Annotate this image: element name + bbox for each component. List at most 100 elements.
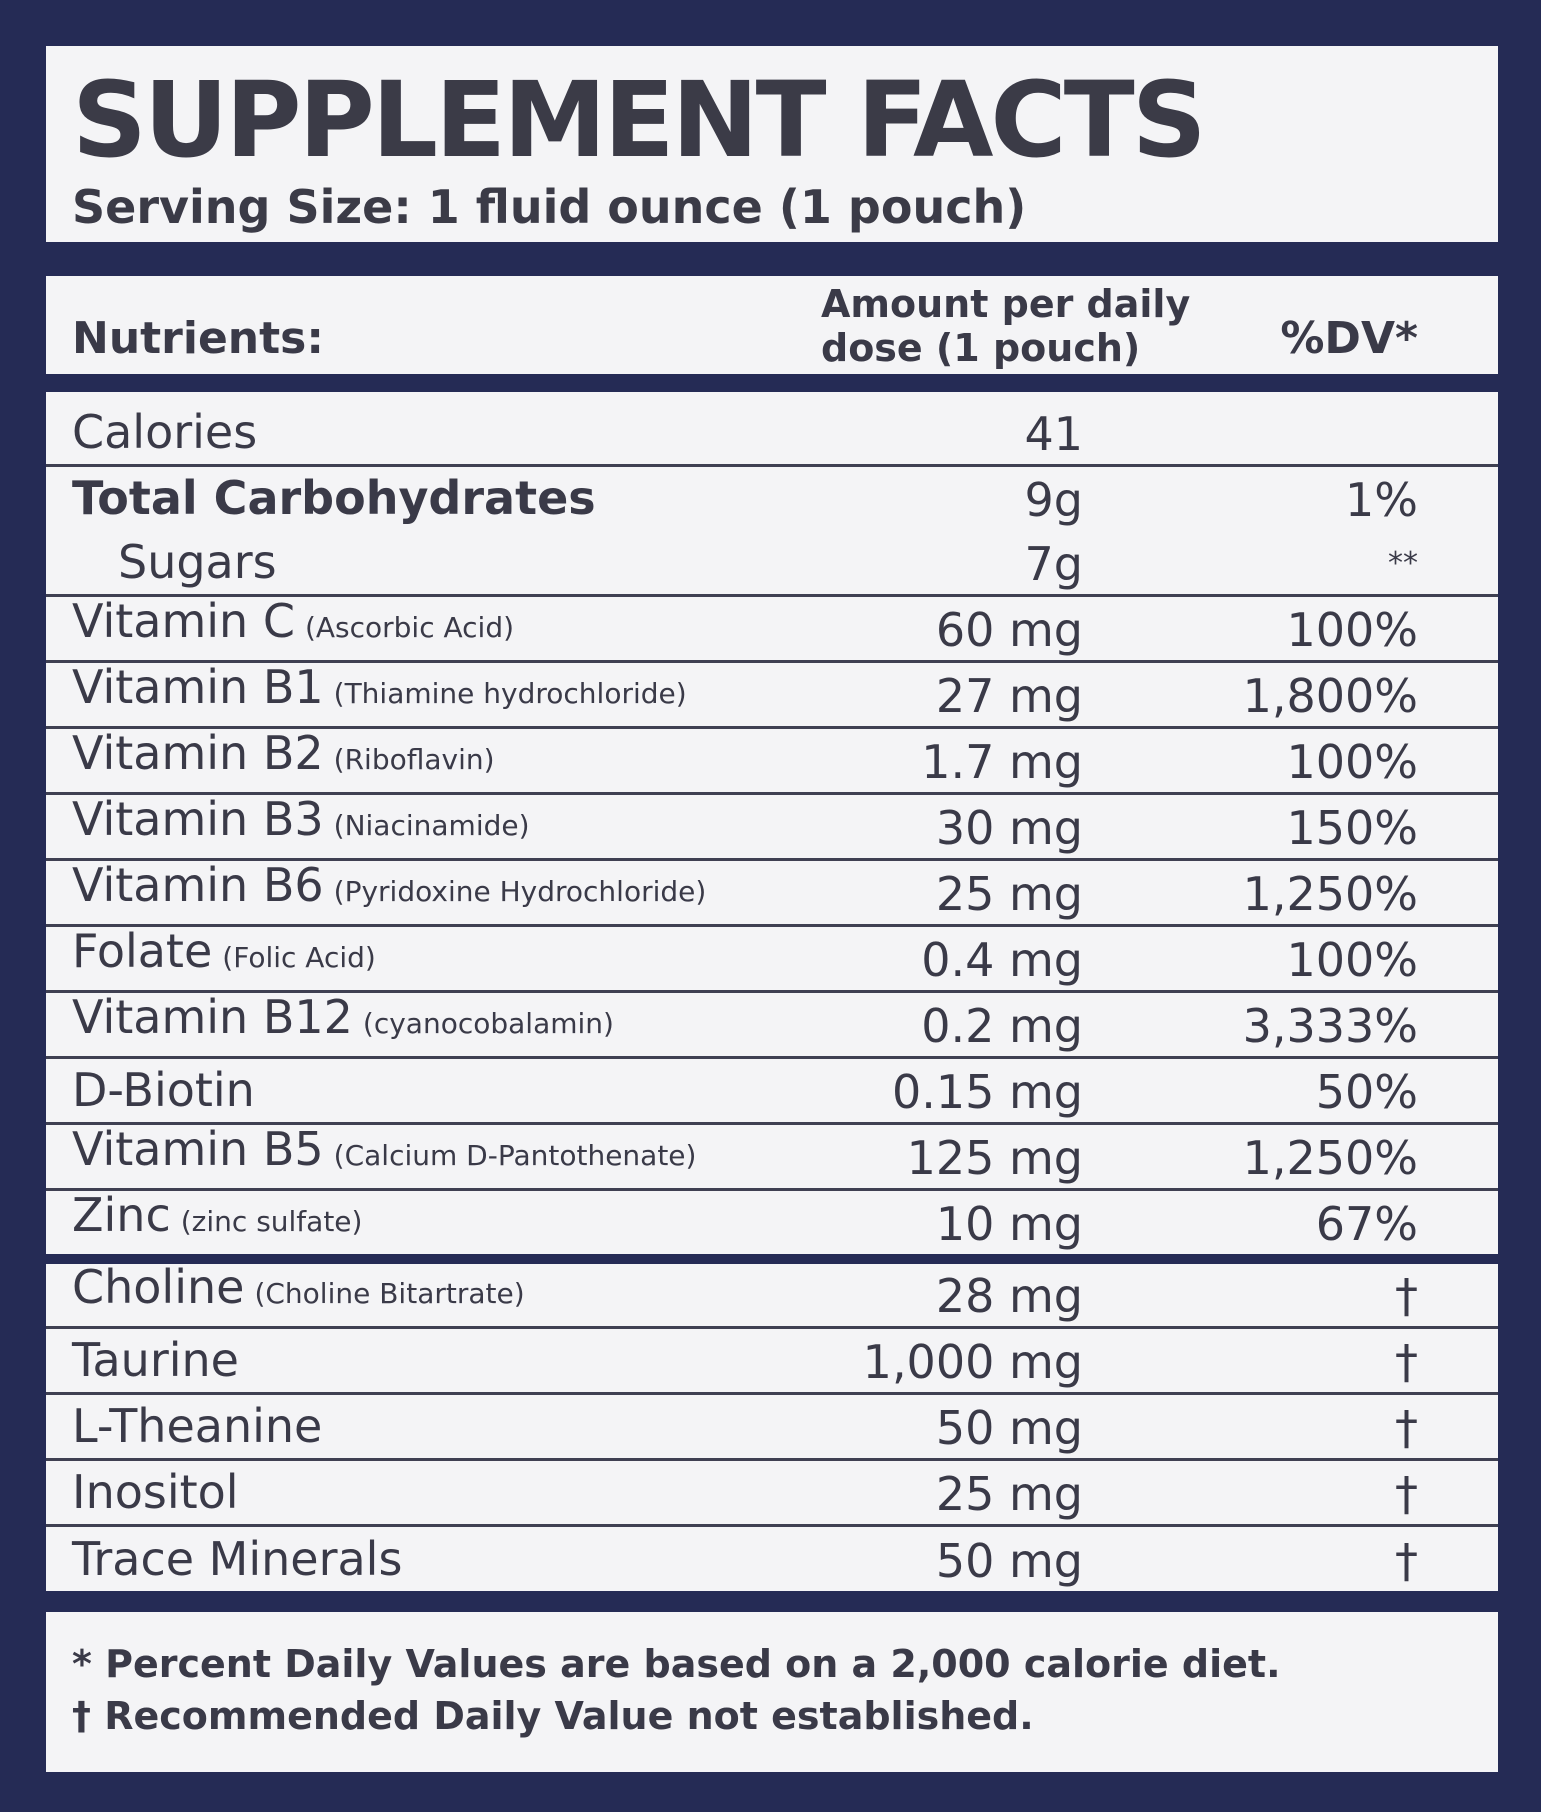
nutrient-dv: † — [1395, 1534, 1418, 1588]
nutrient-amount: 50 mg — [935, 1534, 1083, 1588]
nutrient-dv: † — [1395, 1401, 1418, 1455]
table-row: Choline (Choline Bitartrate) 28 mg † — [46, 1254, 1498, 1326]
amount-header-line1: Amount per daily — [821, 282, 1191, 326]
nutrient-name: Inositol — [72, 1465, 239, 1519]
nutrient-amount: 25 mg — [935, 1467, 1083, 1521]
nutrient-dv: 100% — [1286, 603, 1418, 657]
footnote-not-established: † Recommended Daily Value not establishe… — [72, 1694, 1034, 1738]
nutrient-name: L-Theanine — [72, 1399, 323, 1453]
nutrient-amount: 27 mg — [935, 669, 1083, 723]
table-row: Zinc (zinc sulfate) 10 mg 67% — [46, 1188, 1498, 1254]
nutrient-dv: 50% — [1315, 1065, 1418, 1119]
nutrient-name: Vitamin B6 (Pyridoxine Hydrochloride) — [72, 859, 706, 918]
table-row: Inositol 25 mg † — [46, 1458, 1498, 1524]
table-row: Sugars 7g ** — [46, 530, 1498, 594]
nutrient-dv: † — [1395, 1335, 1418, 1389]
nutrient-dv: 100% — [1286, 735, 1418, 789]
nutrient-form: (Folic Acid) — [222, 941, 376, 974]
nutrient-amount: 125 mg — [906, 1131, 1083, 1185]
nutrient-label: Vitamin B6 — [72, 858, 324, 912]
nutrient-name: Calories — [72, 405, 258, 459]
nutrient-dv: † — [1395, 1269, 1418, 1323]
nutrient-dv: 100% — [1286, 933, 1418, 987]
amount-header-line2: dose (1 pouch) — [821, 326, 1141, 370]
nutrient-form: (Riboflavin) — [333, 743, 495, 776]
nutrient-dv: 1,800% — [1242, 669, 1418, 723]
nutrient-label: Vitamin C — [72, 594, 295, 648]
nutrients-header: Nutrients: — [72, 313, 324, 364]
nutrient-name: Choline (Choline Bitartrate) — [72, 1261, 525, 1320]
table-row: D-Biotin 0.15 mg 50% — [46, 1056, 1498, 1122]
table-row: Vitamin B2 (Riboflavin) 1.7 mg 100% — [46, 726, 1498, 792]
nutrient-dv: † — [1395, 1467, 1418, 1521]
nutrient-dv: 150% — [1286, 801, 1418, 855]
nutrient-label: Vitamin B5 — [72, 1122, 324, 1176]
nutrient-name: Taurine — [72, 1333, 239, 1387]
nutrient-name: Zinc (zinc sulfate) — [72, 1189, 362, 1248]
nutrient-name: Vitamin B2 (Riboflavin) — [72, 727, 495, 786]
nutrient-form: (Ascorbic Acid) — [304, 611, 515, 644]
nutrient-label: Folate — [72, 924, 213, 978]
table-row: Vitamin B5 (Calcium D-Pantothenate) 125 m… — [46, 1122, 1498, 1188]
nutrient-dv: 1,250% — [1242, 1131, 1418, 1185]
nutrient-label: Vitamin B1 — [72, 660, 324, 714]
nutrient-dv: 67% — [1315, 1197, 1418, 1251]
nutrient-dv: 1% — [1345, 473, 1418, 527]
nutrient-name: Vitamin B3 (Niacinamide) — [72, 793, 530, 852]
footnotes-panel: * Percent Daily Values are based on a 2,… — [46, 1612, 1498, 1772]
nutrient-name: Vitamin B5 (Calcium D-Pantothenate) — [72, 1123, 696, 1182]
nutrient-form: (Pyridoxine Hydrochloride) — [333, 875, 707, 908]
nutrient-name: D-Biotin — [72, 1063, 255, 1117]
nutrient-name: Sugars — [118, 535, 277, 589]
nutrient-name: Folate (Folic Acid) — [72, 925, 376, 984]
table-row: Taurine 1,000 mg † — [46, 1326, 1498, 1392]
nutrient-name: Vitamin B1 (Thiamine hydrochloride) — [72, 661, 687, 720]
title-panel: SUPPLEMENT FACTS Serving Size: 1 fluid o… — [46, 46, 1498, 242]
nutrient-name: Trace Minerals — [72, 1532, 403, 1586]
nutrient-name: Vitamin B12 (cyanocobalamin) — [72, 991, 614, 1050]
table-row: Total Carbohydrates 9g 1% — [46, 464, 1498, 530]
table-row: Vitamin B1 (Thiamine hydrochloride) 27 mg… — [46, 660, 1498, 726]
nutrient-dv: ** — [1388, 546, 1418, 581]
table-row: Vitamin B6 (Pyridoxine Hydrochloride) 25 … — [46, 858, 1498, 924]
nutrient-form: (Calcium D-Pantothenate) — [333, 1139, 697, 1172]
amount-header: Amount per daily dose (1 pouch) — [821, 282, 1190, 370]
nutrient-dv: 3,333% — [1242, 999, 1418, 1053]
table-row: Vitamin B3 (Niacinamide) 30 mg 150% — [46, 792, 1498, 858]
table-row: Trace Minerals 50 mg † — [46, 1524, 1498, 1591]
nutrient-name: Total Carbohydrates — [72, 471, 596, 525]
nutrient-amount: 0.4 mg — [921, 933, 1083, 987]
nutrient-name: Vitamin C (Ascorbic Acid) — [72, 595, 514, 654]
nutrient-amount: 28 mg — [935, 1269, 1083, 1323]
panel-title: SUPPLEMENT FACTS — [72, 59, 1207, 181]
nutrient-table: Calories 41 Total Carbohydrates 9g 1% Su… — [46, 392, 1498, 1591]
column-header-row: Nutrients: Amount per daily dose (1 pouc… — [46, 276, 1498, 374]
nutrient-amount: 50 mg — [935, 1401, 1083, 1455]
nutrient-label: Vitamin B3 — [72, 792, 324, 846]
table-row: Vitamin B12 (cyanocobalamin) 0.2 mg 3,333… — [46, 990, 1498, 1056]
nutrient-amount: 60 mg — [935, 603, 1083, 657]
table-row: L-Theanine 50 mg † — [46, 1392, 1498, 1458]
nutrient-form: (Choline Bitartrate) — [254, 1277, 525, 1310]
table-row: Vitamin C (Ascorbic Acid) 60 mg 100% — [46, 594, 1498, 660]
nutrient-form: (cyanocobalamin) — [362, 1007, 614, 1040]
table-row: Folate (Folic Acid) 0.4 mg 100% — [46, 924, 1498, 990]
nutrient-amount: 9g — [1024, 473, 1083, 527]
nutrient-label: Choline — [72, 1260, 245, 1314]
nutrient-amount: 30 mg — [935, 801, 1083, 855]
serving-size: Serving Size: 1 fluid ounce (1 pouch) — [72, 180, 1027, 234]
table-row: Calories 41 — [46, 392, 1498, 464]
nutrient-amount: 25 mg — [935, 867, 1083, 921]
nutrient-amount: 0.2 mg — [921, 999, 1083, 1053]
nutrient-form: (Niacinamide) — [333, 809, 530, 842]
nutrient-amount: 7g — [1024, 537, 1083, 591]
dv-header: %DV* — [1280, 313, 1418, 364]
nutrient-form: (zinc sulfate) — [180, 1205, 363, 1238]
nutrient-amount: 41 — [1024, 407, 1083, 461]
nutrient-amount: 1.7 mg — [921, 735, 1083, 789]
nutrient-label: Vitamin B2 — [72, 726, 324, 780]
nutrient-label: Zinc — [72, 1188, 171, 1242]
nutrient-form: (Thiamine hydrochloride) — [333, 677, 687, 710]
nutrient-label: Vitamin B12 — [72, 990, 353, 1044]
nutrient-amount: 0.15 mg — [891, 1065, 1083, 1119]
